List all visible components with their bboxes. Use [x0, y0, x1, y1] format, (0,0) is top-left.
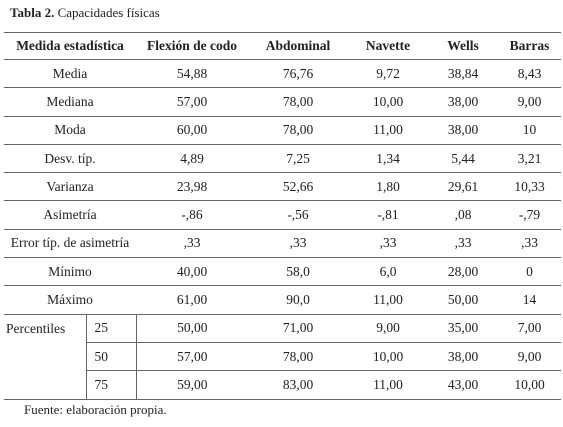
- row-label: Asimetría: [4, 200, 136, 230]
- table-caption: Capacidades físicas: [57, 5, 160, 20]
- header-cell: Abdominal: [248, 32, 348, 60]
- row-label: Máximo: [4, 285, 136, 315]
- value-cell: 23,98: [136, 172, 248, 202]
- value-cell: 10,00: [498, 370, 561, 400]
- value-cell: -,79: [498, 200, 561, 230]
- table-row: Media 54,88 76,76 9,72 38,84 8,43: [4, 58, 561, 89]
- table-number: Tabla 2.: [10, 5, 55, 20]
- value-cell: 59,00: [136, 370, 248, 400]
- value-cell: 57,00: [136, 341, 248, 372]
- value-cell: 40,00: [136, 257, 248, 287]
- row-label: Mediana: [4, 87, 136, 117]
- value-cell: 35,00: [428, 313, 498, 343]
- value-cell: 78,00: [248, 115, 348, 145]
- value-cell: 38,00: [428, 87, 498, 117]
- value-cell: 14: [498, 285, 561, 315]
- value-cell: 58,0: [248, 257, 348, 287]
- header-cell: Navette: [348, 32, 428, 60]
- value-cell: 10: [498, 115, 561, 145]
- value-cell: 7,00: [498, 313, 561, 343]
- percentile-label: 50: [86, 341, 137, 372]
- table-title: Tabla 2. Capacidades físicas: [10, 5, 160, 21]
- value-cell: 1,80: [348, 172, 428, 202]
- value-cell: 10,00: [348, 87, 428, 117]
- value-cell: -,86: [136, 200, 248, 230]
- value-cell: ,33: [136, 228, 248, 259]
- value-cell: 60,00: [136, 115, 248, 145]
- value-cell: 50,00: [428, 285, 498, 315]
- percentile-row: 50 57,00 78,00 10,00 38,00 9,00: [4, 341, 561, 372]
- value-cell: ,08: [428, 200, 498, 230]
- row-label: Moda: [4, 115, 136, 145]
- header-row: Medida estadística Flexión de codo Abdomin…: [4, 32, 561, 60]
- table-row: Mediana 57,00 78,00 10,00 38,00 9,00: [4, 87, 561, 117]
- value-cell: 29,61: [428, 172, 498, 202]
- row-label: Varianza: [4, 172, 136, 202]
- value-cell: -,81: [348, 200, 428, 230]
- row-label: Error típ. de asimetría: [4, 228, 136, 259]
- row-label: Media: [4, 58, 136, 89]
- value-cell: 38,84: [428, 58, 498, 89]
- value-cell: 61,00: [136, 285, 248, 315]
- table-row: Moda 60,00 78,00 11,00 38,00 10: [4, 115, 561, 145]
- value-cell: 9,00: [348, 313, 428, 343]
- value-cell: 9,72: [348, 58, 428, 89]
- value-cell: ,33: [498, 228, 561, 259]
- value-cell: 11,00: [348, 370, 428, 400]
- header-cell: Barras: [498, 32, 561, 60]
- stats-table: Medida estadística Flexión de codo Abdomin…: [4, 32, 561, 400]
- table-row: Varianza 23,98 52,66 1,80 29,61 10,33: [4, 172, 561, 202]
- table-row: Error típ. de asimetría ,33,33,33,33,33: [4, 228, 561, 259]
- percentile-row: 75 59,00 83,00 11,00 43,00 10,00: [4, 370, 561, 400]
- value-cell: 9,00: [498, 341, 561, 372]
- value-cell: 76,76: [248, 58, 348, 89]
- value-cell: ,33: [348, 228, 428, 259]
- value-cell: 50,00: [136, 313, 248, 343]
- value-cell: 57,00: [136, 87, 248, 117]
- value-cell: 3,21: [498, 143, 561, 174]
- header-cell: Wells: [428, 32, 498, 60]
- value-cell: 9,00: [498, 87, 561, 117]
- value-cell: 90,0: [248, 285, 348, 315]
- value-cell: ,33: [248, 228, 348, 259]
- value-cell: 8,43: [498, 58, 561, 89]
- value-cell: 1,34: [348, 143, 428, 174]
- value-cell: 78,00: [248, 341, 348, 372]
- source-note: Fuente: elaboración propia.: [24, 402, 167, 417]
- value-cell: 6,0: [348, 257, 428, 287]
- percentile-label: 75: [86, 370, 137, 400]
- value-cell: 4,89: [136, 143, 248, 174]
- header-cell: Medida estadística: [4, 32, 136, 60]
- table-row: Máximo 61,00 90,0 11,00 50,00 14: [4, 285, 561, 315]
- value-cell: 0: [498, 257, 561, 287]
- table-row: Mínimo 40,00 58,0 6,0 28,00 0: [4, 257, 561, 287]
- value-cell: 10,33: [498, 172, 561, 202]
- value-cell: 52,66: [248, 172, 348, 202]
- value-cell: 54,88: [136, 58, 248, 89]
- percentile-row: Percentiles 25 50,00 71,00 9,00 35,00 7,00: [4, 313, 561, 400]
- value-cell: -,56: [248, 200, 348, 230]
- header-cell: Flexión de codo: [136, 32, 248, 60]
- value-cell: 83,00: [248, 370, 348, 400]
- value-cell: 5,44: [428, 143, 498, 174]
- value-cell: 38,00: [428, 115, 498, 145]
- value-cell: 71,00: [248, 313, 348, 343]
- value-cell: 11,00: [348, 115, 428, 145]
- value-cell: 11,00: [348, 285, 428, 315]
- value-cell: 38,00: [428, 341, 498, 372]
- table-row: Desv. típ. 4,89 7,25 1,34 5,44 3,21: [4, 143, 561, 174]
- table-row: Asimetría -,86 -,56 -,81,08 -,79: [4, 200, 561, 230]
- value-cell: 10,00: [348, 341, 428, 372]
- value-cell: 7,25: [248, 143, 348, 174]
- value-cell: 28,00: [428, 257, 498, 287]
- percentile-label: 25: [86, 313, 137, 343]
- percentile-group-label: Percentiles: [4, 313, 87, 400]
- value-cell: 43,00: [428, 370, 498, 400]
- row-label: Desv. típ.: [4, 143, 136, 174]
- value-cell: ,33: [428, 228, 498, 259]
- value-cell: 78,00: [248, 87, 348, 117]
- row-label: Mínimo: [4, 257, 136, 287]
